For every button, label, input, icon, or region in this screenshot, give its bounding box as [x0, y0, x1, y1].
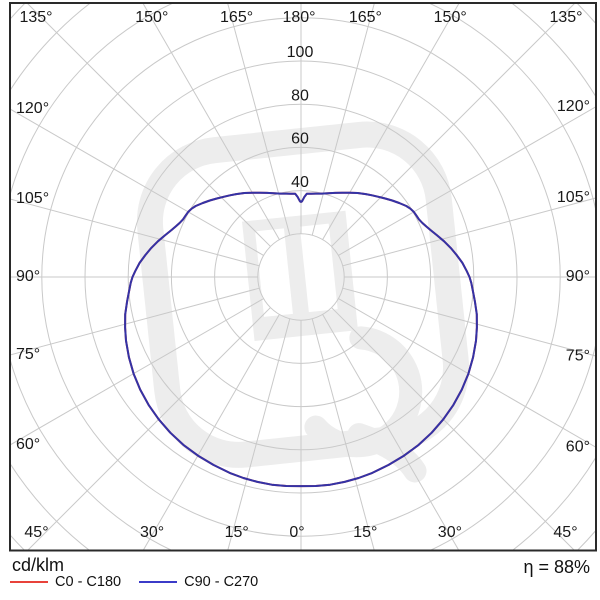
grid-radial	[10, 298, 264, 446]
angle-label: 15°	[225, 524, 249, 541]
grid-radial	[10, 287, 260, 356]
angle-label: 15°	[353, 524, 377, 541]
angle-label: 165°	[220, 9, 253, 26]
grid-radial	[331, 3, 576, 247]
angle-label: 75°	[16, 346, 40, 363]
grid-radial	[322, 3, 460, 240]
legend-swatch-c90-c270	[139, 581, 178, 583]
angle-label: 120°	[557, 98, 590, 115]
angle-label: 45°	[24, 524, 48, 541]
ring-label: 80	[291, 87, 309, 104]
grid-radial	[338, 106, 596, 256]
legend-label-c0-c180: C0 - C180	[55, 574, 122, 590]
grid-radial	[26, 307, 271, 551]
angle-label: 105°	[16, 190, 49, 207]
angle-label: 105°	[557, 189, 590, 206]
grid-radial	[311, 318, 375, 551]
angle-labels: 0° 15° 15° 30° 30° 45° 45° 60° 60° 75° 75° 90° 90° 10…	[16, 9, 590, 541]
ring-labels: 40 60 80 100	[287, 44, 314, 191]
grid-radial	[142, 3, 280, 240]
unit-label: cd/klm	[12, 555, 65, 575]
grid-radial	[26, 3, 271, 247]
grid-radial	[227, 3, 291, 236]
angle-label: 90°	[16, 268, 40, 285]
plot-border	[9, 2, 597, 552]
grid-radial	[322, 314, 460, 551]
angle-label: 75°	[566, 347, 590, 364]
angle-label: 150°	[135, 9, 168, 26]
legend-item-c90-c270: C90 - C270	[139, 574, 258, 590]
angle-label: 60°	[16, 436, 40, 453]
grid-radial	[227, 318, 291, 551]
curve-c90-c270	[124, 191, 478, 488]
angle-label: 45°	[553, 524, 577, 541]
angle-label: 90°	[566, 268, 590, 285]
grid-radial	[10, 198, 260, 267]
angle-label: 0°	[289, 524, 304, 541]
grid-radial	[10, 108, 264, 256]
grid-radial	[142, 314, 280, 551]
grid-radial	[331, 307, 576, 551]
efficiency-label: η = 88%	[523, 557, 590, 577]
legend-label-c90-c270: C90 - C270	[184, 574, 259, 590]
angle-label: 135°	[549, 9, 582, 26]
angle-label: 30°	[140, 524, 164, 541]
ring-label: 100	[287, 44, 314, 61]
angle-label: 30°	[438, 524, 462, 541]
grid-radial	[338, 298, 596, 448]
ring-label: 60	[291, 131, 309, 148]
grid-radial	[342, 197, 596, 267]
legend-swatch-c0-c180	[10, 581, 48, 583]
angle-label: 120°	[16, 100, 49, 117]
legend-item-c0-c180: C0 - C180	[10, 574, 121, 590]
ring-label: 40	[291, 174, 309, 191]
angle-label: 150°	[434, 9, 467, 26]
angle-label: 165°	[349, 9, 382, 26]
angle-label: 60°	[566, 439, 590, 456]
legend: C0 - C180 C90 - C270	[10, 574, 258, 590]
grid-radial	[342, 287, 596, 357]
grid-radial	[311, 3, 375, 236]
angle-label: 135°	[19, 9, 52, 26]
angle-label: 180°	[282, 9, 315, 26]
